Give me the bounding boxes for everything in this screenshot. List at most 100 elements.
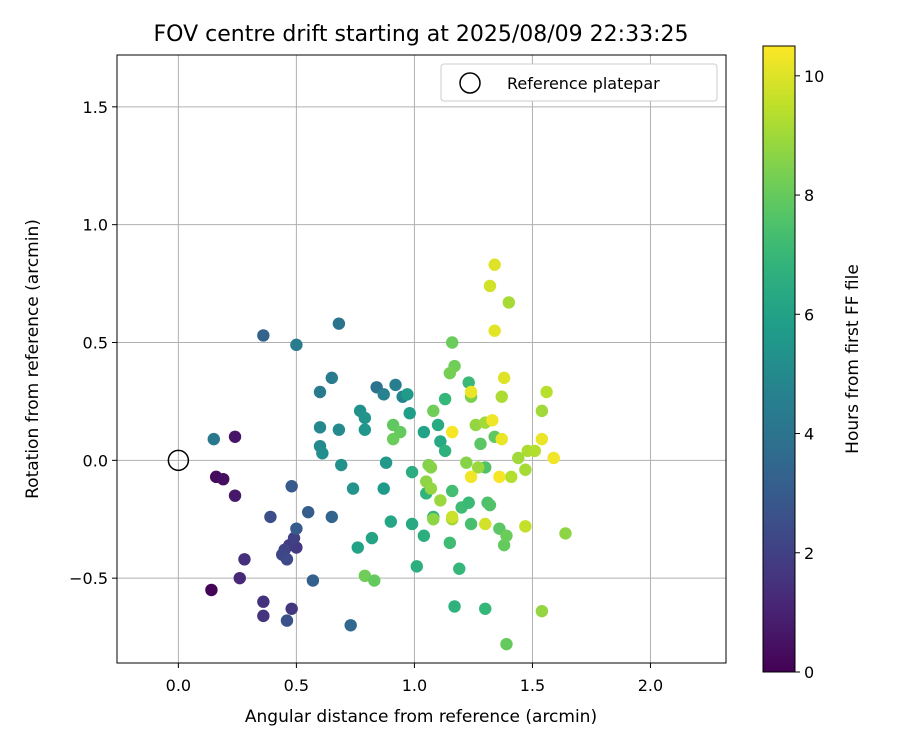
data-point xyxy=(445,484,459,498)
data-point xyxy=(207,432,220,446)
colorbar: 0 2 4 6 8 10 Hours from first FF file xyxy=(762,45,863,682)
data-point xyxy=(519,463,532,476)
data-point xyxy=(488,324,501,337)
data-point xyxy=(434,435,447,448)
data-point xyxy=(285,480,298,493)
data-point xyxy=(313,385,327,399)
data-point xyxy=(528,444,542,458)
data-point xyxy=(445,510,459,524)
data-point xyxy=(495,390,508,403)
data-point xyxy=(233,571,246,585)
y-tick-label: 1.5 xyxy=(83,98,108,117)
data-point xyxy=(502,296,516,309)
x-tick-label: 0.5 xyxy=(284,676,309,695)
grid xyxy=(117,55,726,663)
colorbar-frame xyxy=(762,45,796,673)
data-point xyxy=(358,411,372,425)
plot-frame xyxy=(116,54,727,664)
colorbar-tick-label: 2 xyxy=(804,544,814,563)
data-point xyxy=(257,609,270,623)
data-point xyxy=(431,418,445,432)
x-tick-label: 0.0 xyxy=(166,676,191,695)
data-point xyxy=(519,520,532,533)
data-point xyxy=(540,385,553,399)
data-point xyxy=(401,388,414,401)
colorbar-gradient xyxy=(763,46,795,672)
legend-label: Reference platepar xyxy=(507,74,660,93)
colorbar-ticks: 0 2 4 6 8 10 xyxy=(795,67,824,682)
x-tick-label: 1.0 xyxy=(402,676,427,695)
reference-platepar-marker xyxy=(167,449,190,472)
data-point xyxy=(410,560,423,573)
colorbar-tick-label: 4 xyxy=(804,425,814,444)
data-point xyxy=(285,602,298,615)
data-point xyxy=(368,574,381,587)
data-point xyxy=(403,407,416,420)
data-point xyxy=(445,425,459,439)
data-point xyxy=(325,371,339,385)
data-point xyxy=(358,569,372,583)
data-point xyxy=(280,553,294,566)
legend-box xyxy=(440,63,718,102)
data-point xyxy=(535,604,549,618)
data-point xyxy=(497,538,511,552)
data-point xyxy=(427,404,440,418)
data-point xyxy=(474,437,487,451)
data-point xyxy=(464,517,478,531)
data-point xyxy=(471,461,485,474)
data-point xyxy=(448,600,461,613)
data-point xyxy=(469,418,482,432)
data-point xyxy=(377,388,390,401)
colorbar-tick-label: 6 xyxy=(804,305,814,324)
colorbar-tick-label: 8 xyxy=(804,186,814,205)
data-point xyxy=(332,423,346,436)
chart-title: FOV centre drift starting at 2025/08/09 … xyxy=(154,22,689,47)
data-point xyxy=(417,425,431,439)
data-point xyxy=(290,338,303,352)
x-axis-label: Angular distance from reference (arcmin) xyxy=(245,707,597,727)
legend-marker xyxy=(459,72,481,94)
data-point xyxy=(287,531,301,545)
data-point xyxy=(497,371,511,385)
data-point xyxy=(316,447,329,460)
x-axis-ticks: 0.0 0.5 1.0 1.5 2.0 xyxy=(166,663,663,695)
data-point xyxy=(325,510,339,524)
data-point xyxy=(504,470,518,484)
data-point xyxy=(228,489,242,502)
data-point xyxy=(424,461,438,474)
data-point xyxy=(486,414,499,427)
data-point xyxy=(445,336,459,349)
data-point xyxy=(313,421,327,434)
data-point xyxy=(344,619,357,632)
data-point xyxy=(301,505,315,519)
legend: Reference platepar xyxy=(440,63,718,102)
data-point xyxy=(488,258,501,271)
data-point xyxy=(535,404,549,418)
data-point xyxy=(479,517,492,531)
data-point xyxy=(365,531,379,545)
data-point xyxy=(500,637,513,651)
data-point xyxy=(358,423,372,436)
data-point xyxy=(379,456,393,469)
data-point xyxy=(264,510,277,524)
data-point xyxy=(500,529,513,542)
y-tick-label: 1.0 xyxy=(83,216,108,235)
data-point xyxy=(417,529,431,542)
data-point xyxy=(512,451,525,465)
data-point xyxy=(351,541,364,554)
data-point xyxy=(384,515,398,528)
scatter-points xyxy=(205,258,572,651)
data-point xyxy=(479,602,492,615)
y-tick-label: −0.5 xyxy=(69,569,108,588)
data-point xyxy=(290,522,303,535)
data-point xyxy=(434,494,447,507)
data-point xyxy=(483,498,497,512)
x-tick-label: 2.0 xyxy=(638,676,663,695)
data-point xyxy=(464,470,478,484)
data-point xyxy=(462,496,475,509)
data-point xyxy=(443,536,457,550)
data-point xyxy=(559,527,572,540)
data-point xyxy=(332,317,346,330)
data-point xyxy=(257,595,270,608)
